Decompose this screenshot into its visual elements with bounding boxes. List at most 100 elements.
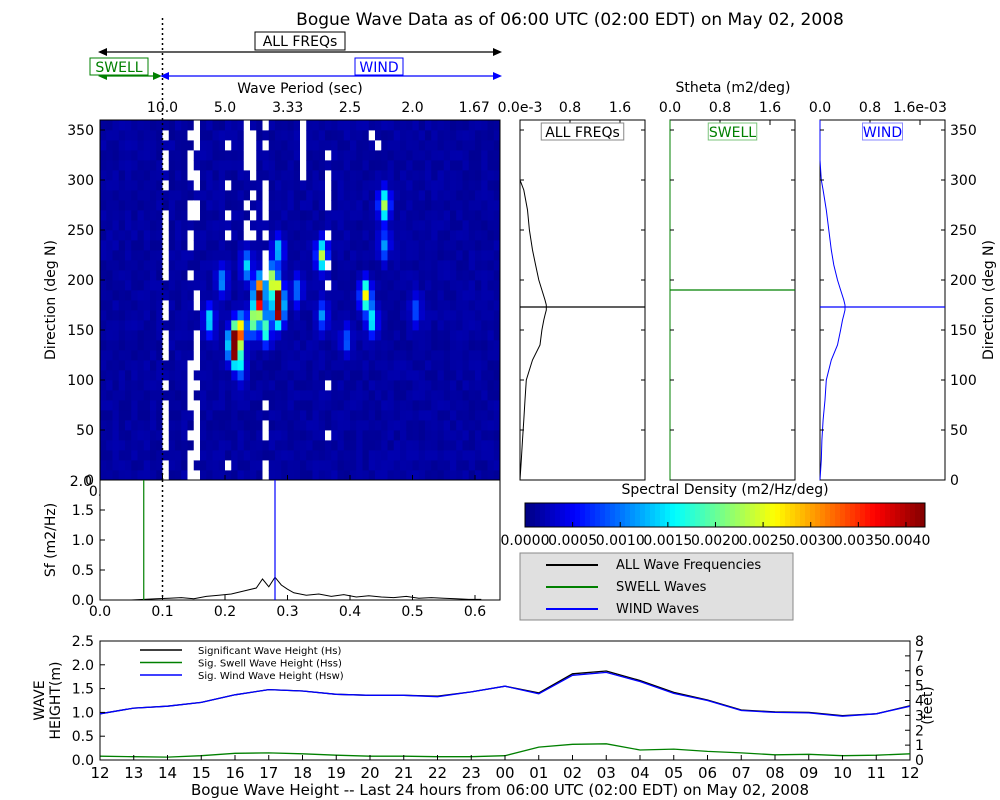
heatmap-cell xyxy=(475,310,482,321)
heatmap-cell xyxy=(362,170,370,181)
heatmap-cell xyxy=(456,170,463,181)
colorbar-segment xyxy=(750,503,756,527)
heatmap-cell xyxy=(456,430,463,441)
heatmap-cell xyxy=(325,380,332,391)
heatmap-cell xyxy=(493,470,501,481)
frequency-y-tick-label: 1.5 xyxy=(72,503,94,519)
heatmap-cell xyxy=(281,200,288,211)
heatmap-cell xyxy=(418,270,426,281)
heatmap-cell xyxy=(100,320,107,331)
heatmap-cell xyxy=(318,300,326,311)
heatmap-cell xyxy=(268,230,276,241)
heatmap-cell xyxy=(412,230,420,241)
heatmap-cell xyxy=(418,140,426,151)
colorbar-segment xyxy=(800,503,806,527)
heatmap-cell xyxy=(443,450,451,461)
heatmap-cell xyxy=(443,160,451,171)
heatmap-cell xyxy=(168,220,176,231)
heatmap-cell xyxy=(475,330,482,341)
heatmap-cell xyxy=(125,230,132,241)
heatmap-cell xyxy=(293,380,301,391)
heatmap-cell xyxy=(256,470,263,481)
heatmap-cell xyxy=(281,410,288,421)
heatmap-cell xyxy=(231,470,238,481)
heatmap-cell xyxy=(306,420,313,431)
heatmap-cell xyxy=(281,270,288,281)
heatmap-cell xyxy=(300,450,307,461)
heatmap-cell xyxy=(275,140,282,151)
heatmap-cell xyxy=(231,400,238,411)
wave-height-legend-label: Sig. Swell Wave Height (Hss) xyxy=(198,659,342,670)
heatmap-cell xyxy=(456,280,463,291)
heatmap-cell xyxy=(131,140,138,151)
heatmap-cell xyxy=(200,160,207,171)
heatmap-cell xyxy=(181,390,188,401)
heatmap-cell xyxy=(481,420,488,431)
heatmap-cell xyxy=(218,300,226,311)
heatmap-cell xyxy=(318,120,326,131)
heatmap-cell xyxy=(175,380,182,391)
heatmap-cell xyxy=(256,380,263,391)
heatmap-cell xyxy=(350,200,357,211)
heatmap-cell xyxy=(156,350,163,361)
heatmap-cell xyxy=(481,150,488,161)
colorbar-segment xyxy=(665,503,671,527)
heatmap-cell xyxy=(206,400,213,411)
heatmap-cell xyxy=(306,360,313,371)
heatmap-cell xyxy=(406,440,413,451)
heatmap-cell xyxy=(181,200,188,211)
heatmap-cell xyxy=(412,420,420,431)
heatmap-cell xyxy=(387,220,395,231)
heatmap-cell xyxy=(237,120,245,131)
heatmap-cell xyxy=(450,440,457,451)
heatmap-cell xyxy=(100,310,107,321)
heatmap-cell xyxy=(156,390,163,401)
heatmap-cell xyxy=(156,250,163,261)
heatmap-cell xyxy=(462,260,470,271)
heatmap-cell xyxy=(193,430,201,441)
heatmap-cell xyxy=(393,120,401,131)
heatmap-cell xyxy=(306,220,313,231)
heatmap-cell xyxy=(175,150,182,161)
heatmap-cell xyxy=(312,340,320,351)
heatmap-cell xyxy=(275,250,282,261)
heatmap-cell xyxy=(237,270,245,281)
heatmap-cell xyxy=(412,440,420,451)
heatmap-cell xyxy=(406,160,413,171)
heatmap-cell xyxy=(250,400,257,411)
heatmap-cell xyxy=(156,440,163,451)
heatmap-cell xyxy=(156,380,163,391)
colorbar-segment xyxy=(545,503,551,527)
heatmap-cell xyxy=(193,450,201,461)
heatmap-cell xyxy=(362,380,370,391)
heatmap-cell xyxy=(168,210,176,221)
heatmap-cell xyxy=(156,420,163,431)
heatmap-cell xyxy=(137,360,145,371)
heatmap-cell xyxy=(362,130,370,141)
heatmap-cell xyxy=(368,170,376,181)
heatmap-cell xyxy=(281,180,288,191)
heatmap-cell xyxy=(181,350,188,361)
heatmap-cell xyxy=(200,140,207,151)
heatmap-cell xyxy=(125,370,132,381)
colorbar-tick-label: 0.0035 xyxy=(834,533,883,549)
heatmap-cell xyxy=(375,310,382,321)
heatmap-cell xyxy=(468,460,476,471)
heatmap-cell xyxy=(418,320,426,331)
heatmap-cell xyxy=(293,220,301,231)
heatmap-cell xyxy=(131,130,138,141)
heatmap-cell xyxy=(162,140,170,151)
heatmap-cell xyxy=(406,290,413,301)
heatmap-cell xyxy=(425,430,432,441)
heatmap-cell xyxy=(250,190,257,201)
heatmap-cell xyxy=(468,260,476,271)
heatmap-cell xyxy=(375,180,382,191)
heatmap-cell xyxy=(493,260,501,271)
heatmap-cell xyxy=(443,130,451,141)
heatmap-cell xyxy=(237,210,245,221)
heatmap-cell xyxy=(375,220,382,231)
heatmap-cell xyxy=(118,340,126,351)
heatmap-cell xyxy=(368,230,376,241)
heatmap-cell xyxy=(250,290,257,301)
heatmap-cell xyxy=(356,240,363,251)
